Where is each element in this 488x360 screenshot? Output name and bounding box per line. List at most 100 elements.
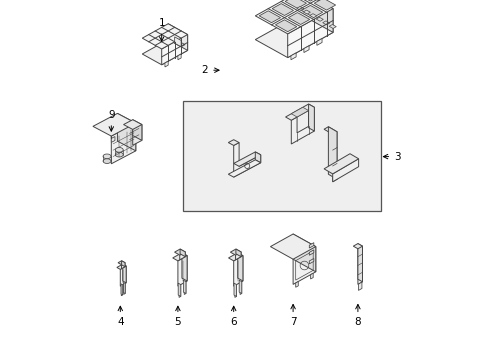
Polygon shape [111,136,115,143]
Polygon shape [172,253,187,261]
Polygon shape [308,104,314,131]
Polygon shape [228,253,243,261]
Polygon shape [174,41,184,47]
Polygon shape [120,266,126,286]
Polygon shape [298,0,319,1]
Polygon shape [184,282,185,294]
Polygon shape [230,249,241,255]
Polygon shape [111,123,136,164]
Polygon shape [240,282,241,294]
Text: 1: 1 [158,18,164,41]
Polygon shape [183,280,185,293]
Ellipse shape [103,154,111,159]
Ellipse shape [103,159,111,163]
Text: 8: 8 [354,305,361,327]
Polygon shape [357,246,362,284]
Polygon shape [255,0,332,34]
Text: 2: 2 [201,65,219,75]
Text: 7: 7 [289,305,296,327]
Polygon shape [322,21,329,25]
Polygon shape [291,107,308,117]
Polygon shape [255,14,332,58]
Polygon shape [142,24,187,49]
Polygon shape [174,249,185,255]
Polygon shape [168,24,187,50]
Polygon shape [316,17,323,21]
Polygon shape [162,35,187,65]
Polygon shape [270,234,315,259]
Polygon shape [358,282,361,291]
Polygon shape [275,20,296,32]
Polygon shape [233,256,243,286]
Polygon shape [234,284,236,297]
Polygon shape [324,127,336,134]
Polygon shape [332,159,358,182]
Polygon shape [123,283,125,293]
Polygon shape [291,107,314,144]
Bar [183,101,381,211]
Polygon shape [122,264,126,283]
Polygon shape [237,253,243,281]
Polygon shape [352,244,362,249]
Polygon shape [303,10,310,14]
Polygon shape [178,283,181,297]
Polygon shape [178,54,181,60]
Polygon shape [228,160,260,177]
Polygon shape [182,253,187,281]
Polygon shape [285,0,306,8]
Polygon shape [287,9,332,58]
Polygon shape [164,61,168,67]
Polygon shape [123,283,125,294]
Polygon shape [309,14,316,18]
Polygon shape [122,261,125,267]
Polygon shape [285,104,314,120]
Polygon shape [272,4,293,15]
Polygon shape [235,249,241,257]
Polygon shape [357,244,362,282]
Polygon shape [309,250,313,255]
Polygon shape [142,40,187,65]
Ellipse shape [115,148,123,152]
Polygon shape [292,247,315,284]
Polygon shape [234,283,236,297]
Polygon shape [309,258,313,264]
Polygon shape [233,143,260,177]
Polygon shape [117,113,136,151]
Polygon shape [296,6,303,10]
Polygon shape [235,252,241,260]
Polygon shape [310,273,312,279]
Polygon shape [93,113,136,136]
Polygon shape [180,249,185,257]
Polygon shape [117,264,126,269]
Polygon shape [324,154,358,174]
Text: 3: 3 [383,152,400,162]
Polygon shape [309,243,313,248]
Polygon shape [316,39,322,45]
Polygon shape [292,234,315,272]
Polygon shape [303,46,308,53]
Polygon shape [180,252,185,260]
Polygon shape [288,13,309,24]
Polygon shape [132,125,142,145]
Polygon shape [301,5,322,17]
Polygon shape [255,152,260,163]
Polygon shape [328,127,336,179]
Polygon shape [132,120,142,140]
Polygon shape [314,0,335,10]
Polygon shape [233,152,260,166]
Polygon shape [239,280,241,293]
Ellipse shape [115,152,123,157]
Polygon shape [179,284,181,297]
Text: 6: 6 [230,306,237,327]
Polygon shape [121,284,122,295]
Polygon shape [121,263,125,269]
Polygon shape [300,0,332,32]
Polygon shape [228,140,239,145]
Polygon shape [178,256,187,286]
Polygon shape [332,132,336,182]
Polygon shape [174,37,181,47]
Text: 5: 5 [174,306,181,327]
Polygon shape [295,282,298,287]
Polygon shape [121,285,122,296]
Polygon shape [290,53,296,60]
